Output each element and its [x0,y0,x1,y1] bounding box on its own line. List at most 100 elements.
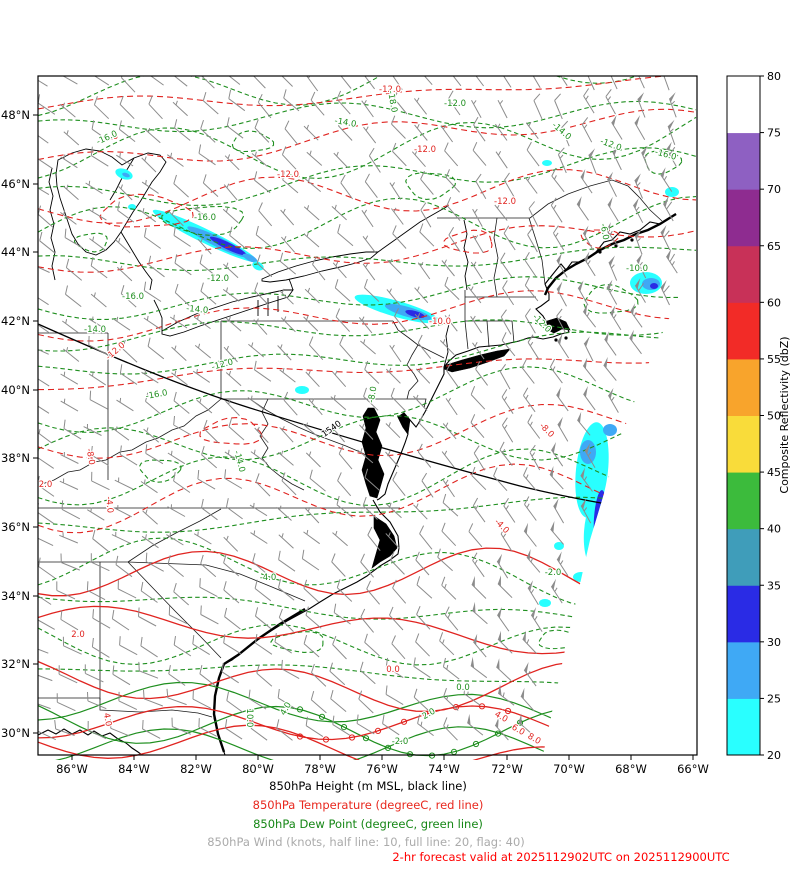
colorbar-segment [727,415,760,473]
contour-label: -10.0 [626,264,648,274]
colorbar-segment [727,528,760,586]
caption-dewpoint: 850hPa Dew Point (degreeC, green line) [253,817,483,831]
contour-label: 4.0 [101,712,113,727]
map-layers: 1540-14.0-12.0-12.0-12.0-12.0-12.0-10.0-… [1,76,709,776]
caption-wind: 850hPa Wind (knots, half line: 10, full … [207,835,525,849]
contour-label: 10.0 [244,709,254,728]
axis-ticks-and-labels: 86°W 84°W 82°W 80°W 78°W 76°W 74°W 72°W 70°W 68°W… [1,108,709,776]
contour-label: -16.0 [145,388,168,402]
colorbar-segment [727,302,760,360]
contour-label: -14.0 [334,116,357,130]
contour-label: 6.0 [510,723,527,738]
colorbar-segment [727,698,760,756]
contour-label: -2.0 [545,568,562,578]
colorbar-tick-label: 55 [767,353,781,366]
map-frame [37,75,698,756]
lon-tick-label: 86°W [56,762,88,776]
colorbar-tick-label: 45 [767,466,781,479]
contour-label: -4.0 [103,496,114,513]
colorbar: 20 25 30 35 40 45 50 55 60 65 70 75 80 [726,70,781,762]
colorbar-title: Composite Reflectivity (dbZ) [778,336,791,493]
contour-label: -4.0 [492,517,511,536]
contour-label: -16.0 [122,292,144,302]
contour-label: 4.0 [493,710,510,725]
colorbar-tick-label: 25 [767,692,781,705]
basemap-layer [38,148,677,755]
lon-tick-label: 80°W [242,762,274,776]
contour-label: -14.0 [231,450,246,474]
contour-label: -14.0 [84,325,106,335]
contour-labels-layer: 1540-14.0-12.0-12.0-12.0-12.0-12.0-10.0-… [36,84,679,748]
caption-block: 850hPa Height (m MSL, black line) 850hPa… [207,779,729,864]
lat-tick-label: 30°N [1,726,30,740]
caption-valid-time: 2-hr forecast valid at 2025112902UTC on … [392,850,729,864]
contour-label: -16.0 [654,147,678,162]
colorbar-segment [727,132,760,190]
colorbar-tick-label: 20 [767,749,781,762]
contour-label: -8.0 [84,448,97,466]
colorbar-segment [727,189,760,247]
contour-label: 0.0 [386,665,400,675]
colorbar-tick-label: 30 [767,636,781,649]
lat-tick-label: 38°N [1,451,30,465]
colorbar-tick-label: 60 [767,296,781,309]
temperature-contours-layer [38,76,697,760]
colorbar-segment [727,641,760,699]
colorbar-tick-label: 40 [767,523,781,536]
colorbar-tick-label: 80 [767,70,781,83]
dewpoint-contours-layer [38,76,697,760]
contour-label: -4.0 [260,573,277,583]
lon-tick-label: 78°W [304,762,336,776]
contour-label: -12.0 [277,170,299,180]
contour-label: 2.0 [421,707,438,722]
lon-tick-label: 72°W [491,762,523,776]
caption-temperature: 850hPa Temperature (degreeC, red line) [253,798,484,812]
contour-label: -12.0 [207,274,229,284]
colorbar-tick-label: 65 [767,240,781,253]
lat-tick-label: 44°N [1,245,30,259]
contour-label: -8.0 [367,386,380,404]
lat-tick-label: 40°N [1,383,30,397]
contour-label: -12.0 [494,197,516,207]
contour-label: -6.0 [598,223,611,241]
lat-tick-label: 42°N [1,314,30,328]
colorbar-tick-label: 75 [767,127,781,140]
colorbar-tick-label: 35 [767,579,781,592]
lon-tick-label: 82°W [180,762,212,776]
colorbar-segment [727,472,760,530]
contour-label: -16.0 [194,213,216,223]
contour-label: -14.0 [550,121,573,143]
contour-label: -2.0 [36,480,53,490]
contour-label: -12.0 [530,312,553,335]
lon-tick-label: 66°W [677,762,709,776]
colorbar-tick-label: 70 [767,183,781,196]
contour-label: 0.0 [456,683,470,693]
colorbar-segment [727,585,760,643]
colorbar-tick-label: 50 [767,410,781,423]
lon-tick-label: 68°W [615,762,647,776]
lat-tick-label: 34°N [1,589,30,603]
contour-label: -12.0 [599,137,623,154]
contour-label: -10.0 [429,317,451,327]
caption-height: 850hPa Height (m MSL, black line) [269,779,467,793]
contour-label: 2.0 [71,630,85,640]
contour-label: -16.0 [95,129,119,147]
zero-line-markers [296,703,524,759]
height-contour-layer [38,323,619,507]
colorbar-segment [727,358,760,416]
contour-label: -2.0 [392,737,409,747]
contour-label: -8.0 [537,421,556,440]
lat-tick-label: 36°N [1,520,30,534]
contour-label: -12.0 [444,99,466,109]
lat-tick-label: 46°N [1,177,30,191]
wind-barbs-layer [38,76,678,741]
lat-tick-label: 32°N [1,657,30,671]
colorbar-segment [727,76,760,134]
lon-tick-label: 76°W [366,762,398,776]
lon-tick-label: 74°W [428,762,460,776]
contour-label: -12.0 [414,145,436,155]
lon-tick-label: 84°W [118,762,150,776]
colorbar-segment [727,245,760,303]
